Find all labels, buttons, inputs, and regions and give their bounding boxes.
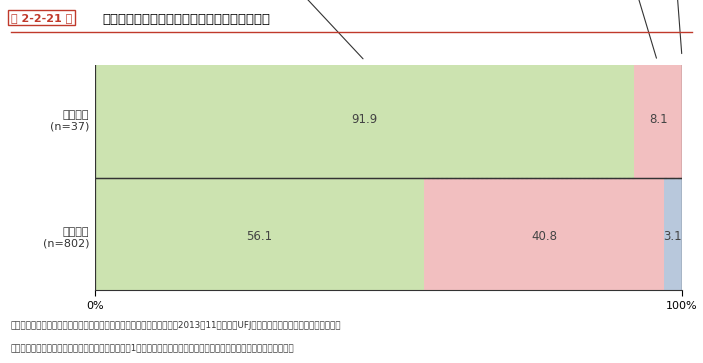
Text: 91.9: 91.9 <box>352 113 378 126</box>
Bar <box>95 61 634 178</box>
Bar <box>95 178 424 295</box>
Text: （注）地域活性化の切り札となる地域資源の中で、1位として回答されたものに対する活用状況について集計している。: （注）地域活性化の切り札となる地域資源の中で、1位として回答されたものに対する活… <box>11 343 295 352</box>
Bar <box>95 178 682 295</box>
Text: 40.8: 40.8 <box>531 230 557 243</box>
Bar <box>634 61 682 178</box>
Text: 56.1: 56.1 <box>247 230 273 243</box>
Text: 活用しており、成果も出て
きている: 活用しており、成果も出て きている <box>195 0 363 59</box>
Bar <box>424 178 664 295</box>
Bar <box>664 178 682 295</box>
Text: 活用しているが、成果はあ
まり出ていない／出ていな
い: 活用しているが、成果はあ まり出ていない／出ていな い <box>563 0 657 58</box>
Bar <box>95 61 682 178</box>
Text: 地域活性化の切り札となる地域資源の活用状況: 地域活性化の切り札となる地域資源の活用状況 <box>102 13 270 26</box>
Text: 3.1: 3.1 <box>664 230 682 243</box>
Text: 資料：中小企業庁委託「自治体の中小企業支援の実態に関する調査」（2013年11月、三菱UFJリサーチ＆コンサルティング（株））: 資料：中小企業庁委託「自治体の中小企業支援の実態に関する調査」（2013年11月… <box>11 321 341 330</box>
Text: 第 2-2-21 図: 第 2-2-21 図 <box>11 13 72 23</box>
Text: 活用していない: 活用していない <box>644 0 688 54</box>
Text: 8.1: 8.1 <box>649 113 667 126</box>
